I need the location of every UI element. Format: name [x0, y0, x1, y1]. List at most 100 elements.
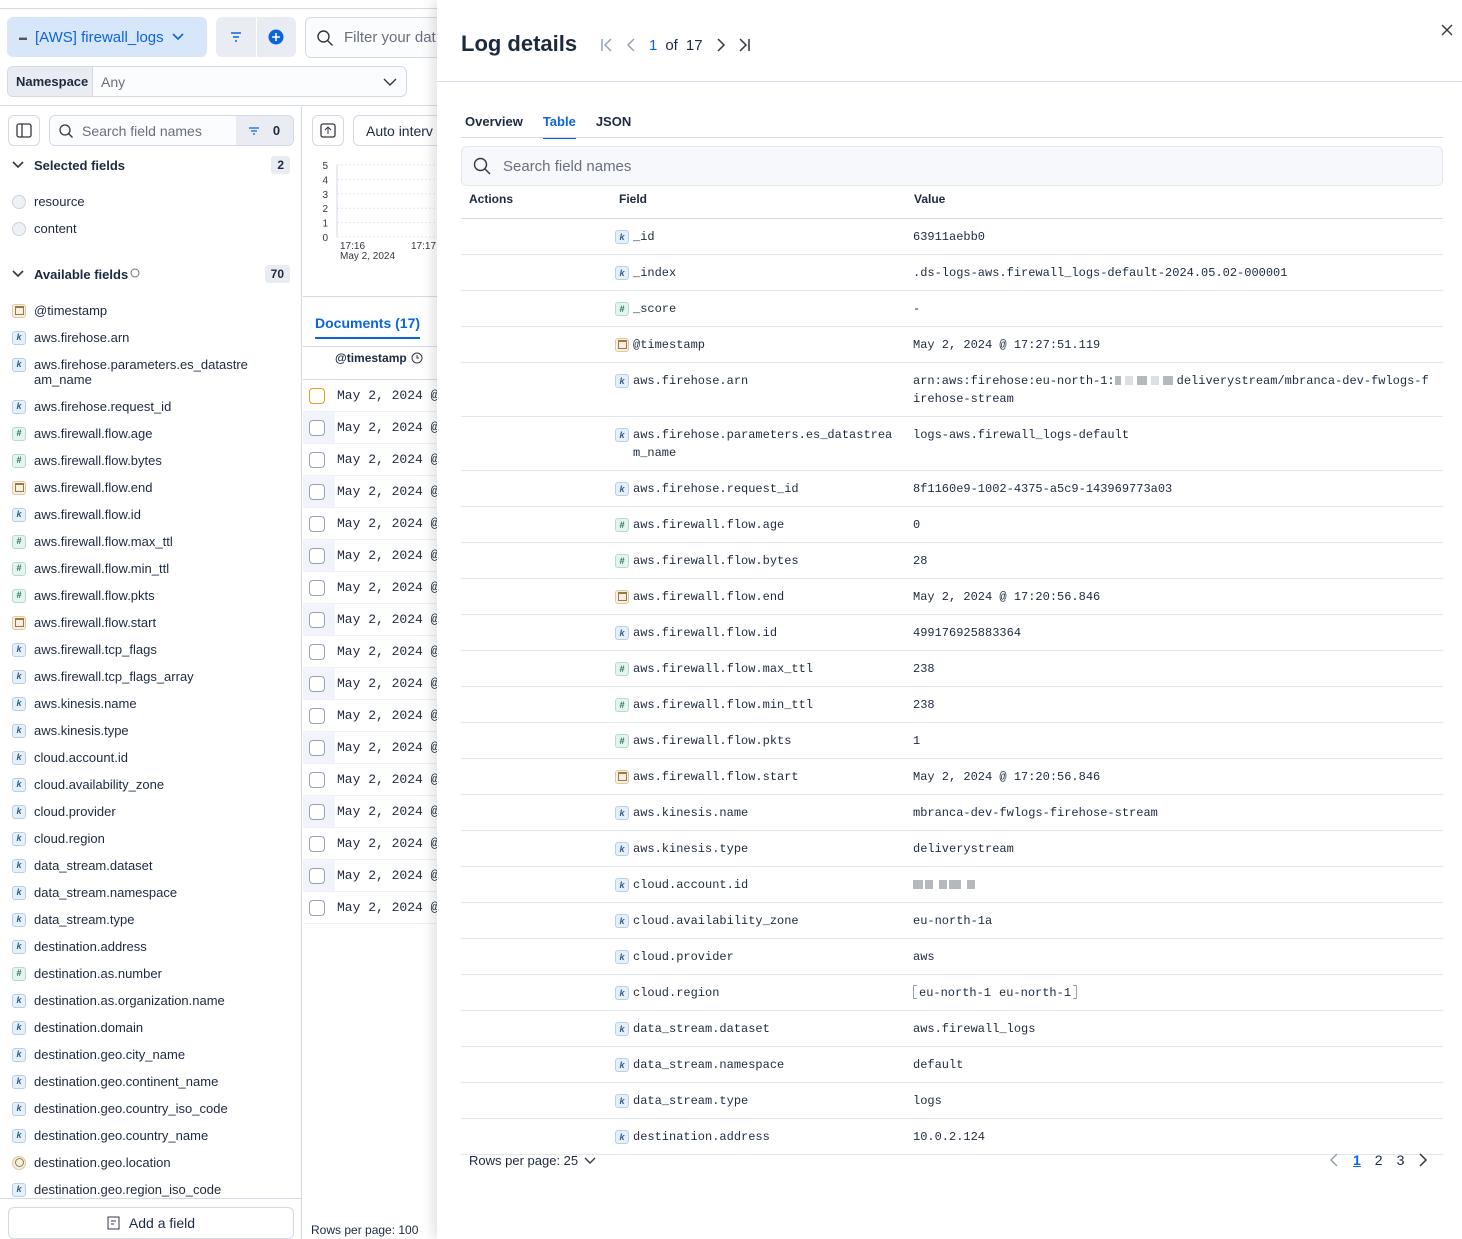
row-checkbox[interactable]	[309, 451, 325, 468]
row-checkbox[interactable]	[309, 675, 325, 692]
row-checkbox[interactable]	[309, 419, 325, 436]
document-row[interactable]: May 2, 2024 @	[303, 636, 443, 668]
column-header: Field	[619, 192, 648, 206]
tab[interactable]: JSON	[595, 114, 632, 129]
page-arrow[interactable]	[1418, 1153, 1428, 1167]
table-search[interactable]: Search field names	[461, 146, 1443, 186]
field-item[interactable]: # aws.firewall.flow.pkts	[0, 582, 249, 609]
tab[interactable]: Overview	[465, 114, 523, 129]
field-item[interactable]: k cloud.availability_zone	[0, 771, 249, 798]
row-checkbox[interactable]	[309, 483, 325, 500]
row-checkbox[interactable]	[309, 803, 325, 820]
document-row[interactable]: May 2, 2024 @	[303, 508, 443, 540]
document-row[interactable]: May 2, 2024 @	[303, 764, 443, 796]
field-item[interactable]: # aws.firewall.flow.bytes	[0, 447, 249, 474]
field-item[interactable]: k aws.firehose.arn	[0, 324, 249, 351]
document-row[interactable]: May 2, 2024 @	[303, 892, 443, 924]
field-item[interactable]: k destination.geo.continent_name	[0, 1068, 249, 1095]
rows-per-page[interactable]: Rows per page: 100	[311, 1223, 419, 1237]
field-item[interactable]: k data_stream.type	[0, 906, 249, 933]
field-item[interactable]: k destination.address	[0, 933, 249, 960]
namespace-filter[interactable]: Namespace Any	[7, 66, 407, 97]
page-number[interactable]: 3	[1396, 1152, 1405, 1168]
field-item[interactable]: aws.firewall.flow.end	[0, 474, 249, 501]
field-item[interactable]: k data_stream.namespace	[0, 879, 249, 906]
field-item[interactable]: k destination.geo.region_iso_code	[0, 1176, 249, 1203]
add-filter-button[interactable]	[257, 17, 296, 57]
document-row[interactable]: May 2, 2024 @	[303, 476, 443, 508]
filter-button[interactable]	[216, 17, 256, 57]
field-item[interactable]: content	[0, 215, 249, 242]
field-item[interactable]: k destination.geo.country_name	[0, 1122, 249, 1149]
field-item[interactable]: aws.firewall.flow.start	[0, 609, 249, 636]
row-checkbox[interactable]	[309, 739, 325, 756]
data-view-picker[interactable]: ▬ [AWS] firewall_logs	[7, 17, 207, 57]
field-item[interactable]: k aws.firewall.tcp_flags_array	[0, 663, 249, 690]
field-item[interactable]: # destination.as.number	[0, 960, 249, 987]
document-row[interactable]: May 2, 2024 @	[303, 668, 443, 700]
field-item[interactable]: k cloud.account.id	[0, 744, 249, 771]
field-item[interactable]: k aws.firewall.tcp_flags	[0, 636, 249, 663]
field-item[interactable]: # aws.firewall.flow.max_ttl	[0, 528, 249, 555]
field-item[interactable]: k destination.geo.city_name	[0, 1041, 249, 1068]
row-checkbox[interactable]	[309, 515, 325, 532]
document-row[interactable]: May 2, 2024 @	[303, 380, 443, 412]
field-item[interactable]: destination.geo.location	[0, 1149, 249, 1176]
field-item[interactable]: k destination.as.organization.name	[0, 987, 249, 1014]
sidebar-toggle[interactable]	[8, 115, 40, 146]
chart-toggle[interactable]	[312, 115, 344, 146]
field-item[interactable]: k data_stream.dataset	[0, 852, 249, 879]
field-search[interactable]: Search field names 0	[49, 115, 294, 146]
field-item[interactable]: k cloud.provider	[0, 798, 249, 825]
field-item[interactable]: @timestamp	[0, 297, 249, 324]
document-row[interactable]: May 2, 2024 @	[303, 700, 443, 732]
pager-icons[interactable]	[599, 36, 759, 54]
row-checkbox[interactable]	[309, 771, 325, 788]
field-item[interactable]: k cloud.region	[0, 825, 249, 852]
row-checkbox[interactable]	[309, 547, 325, 564]
value-cell: May 2, 2024 @ 17:20:56.846	[913, 579, 1443, 614]
add-field-button[interactable]: Add a field	[8, 1207, 294, 1239]
document-row[interactable]: May 2, 2024 @	[303, 540, 443, 572]
row-checkbox[interactable]	[309, 387, 325, 404]
field-item[interactable]: # aws.firewall.flow.min_ttl	[0, 555, 249, 582]
field-filter[interactable]: 0	[236, 116, 293, 145]
column-header[interactable]: @timestamp	[335, 351, 423, 365]
table-row: k aws.kinesis.name mbranca-dev-fwlogs-fire…	[461, 795, 1443, 831]
rows-per-page[interactable]: Rows per page: 25	[469, 1153, 596, 1168]
tab[interactable]: Table	[542, 114, 576, 139]
document-row[interactable]: May 2, 2024 @	[303, 444, 443, 476]
available-header[interactable]: Available fields 70	[12, 265, 290, 283]
row-checkbox[interactable]	[309, 611, 325, 628]
field-item[interactable]: k aws.firewall.flow.id	[0, 501, 249, 528]
field-item[interactable]: k aws.kinesis.type	[0, 717, 249, 744]
field-item[interactable]: k aws.firehose.parameters.es_datastream_n…	[0, 351, 249, 393]
field-item[interactable]: resource	[0, 188, 249, 215]
document-row[interactable]: May 2, 2024 @	[303, 796, 443, 828]
document-row[interactable]: May 2, 2024 @	[303, 828, 443, 860]
field-item[interactable]: k destination.geo.country_iso_code	[0, 1095, 249, 1122]
field-item[interactable]: # aws.firewall.flow.age	[0, 420, 249, 447]
page-number[interactable]: 1	[1353, 1152, 1361, 1168]
document-row[interactable]: May 2, 2024 @	[303, 572, 443, 604]
row-checkbox[interactable]	[309, 643, 325, 660]
field-item[interactable]: k aws.kinesis.name	[0, 690, 249, 717]
field-item[interactable]: k aws.firehose.request_id	[0, 393, 249, 420]
documents-tab[interactable]: Documents (17)	[315, 315, 421, 339]
row-checkbox[interactable]	[309, 835, 325, 852]
field-item[interactable]: k destination.domain	[0, 1014, 249, 1041]
row-checkbox[interactable]	[309, 579, 325, 596]
row-checkbox[interactable]	[309, 867, 325, 884]
page-number[interactable]: 2	[1374, 1152, 1383, 1168]
close-button[interactable]	[1440, 23, 1454, 37]
page-arrow[interactable]	[1329, 1153, 1339, 1167]
selected-header[interactable]: Selected fields 2	[12, 156, 290, 174]
row-checkbox[interactable]	[309, 899, 325, 916]
document-row[interactable]: May 2, 2024 @	[303, 860, 443, 892]
interval-select[interactable]: Auto interv	[353, 115, 443, 146]
document-row[interactable]: May 2, 2024 @	[303, 412, 443, 444]
row-checkbox[interactable]	[309, 707, 325, 724]
document-row[interactable]: May 2, 2024 @	[303, 732, 443, 764]
document-row[interactable]: May 2, 2024 @	[303, 604, 443, 636]
field-cell: # aws.firewall.flow.pkts	[615, 723, 913, 758]
